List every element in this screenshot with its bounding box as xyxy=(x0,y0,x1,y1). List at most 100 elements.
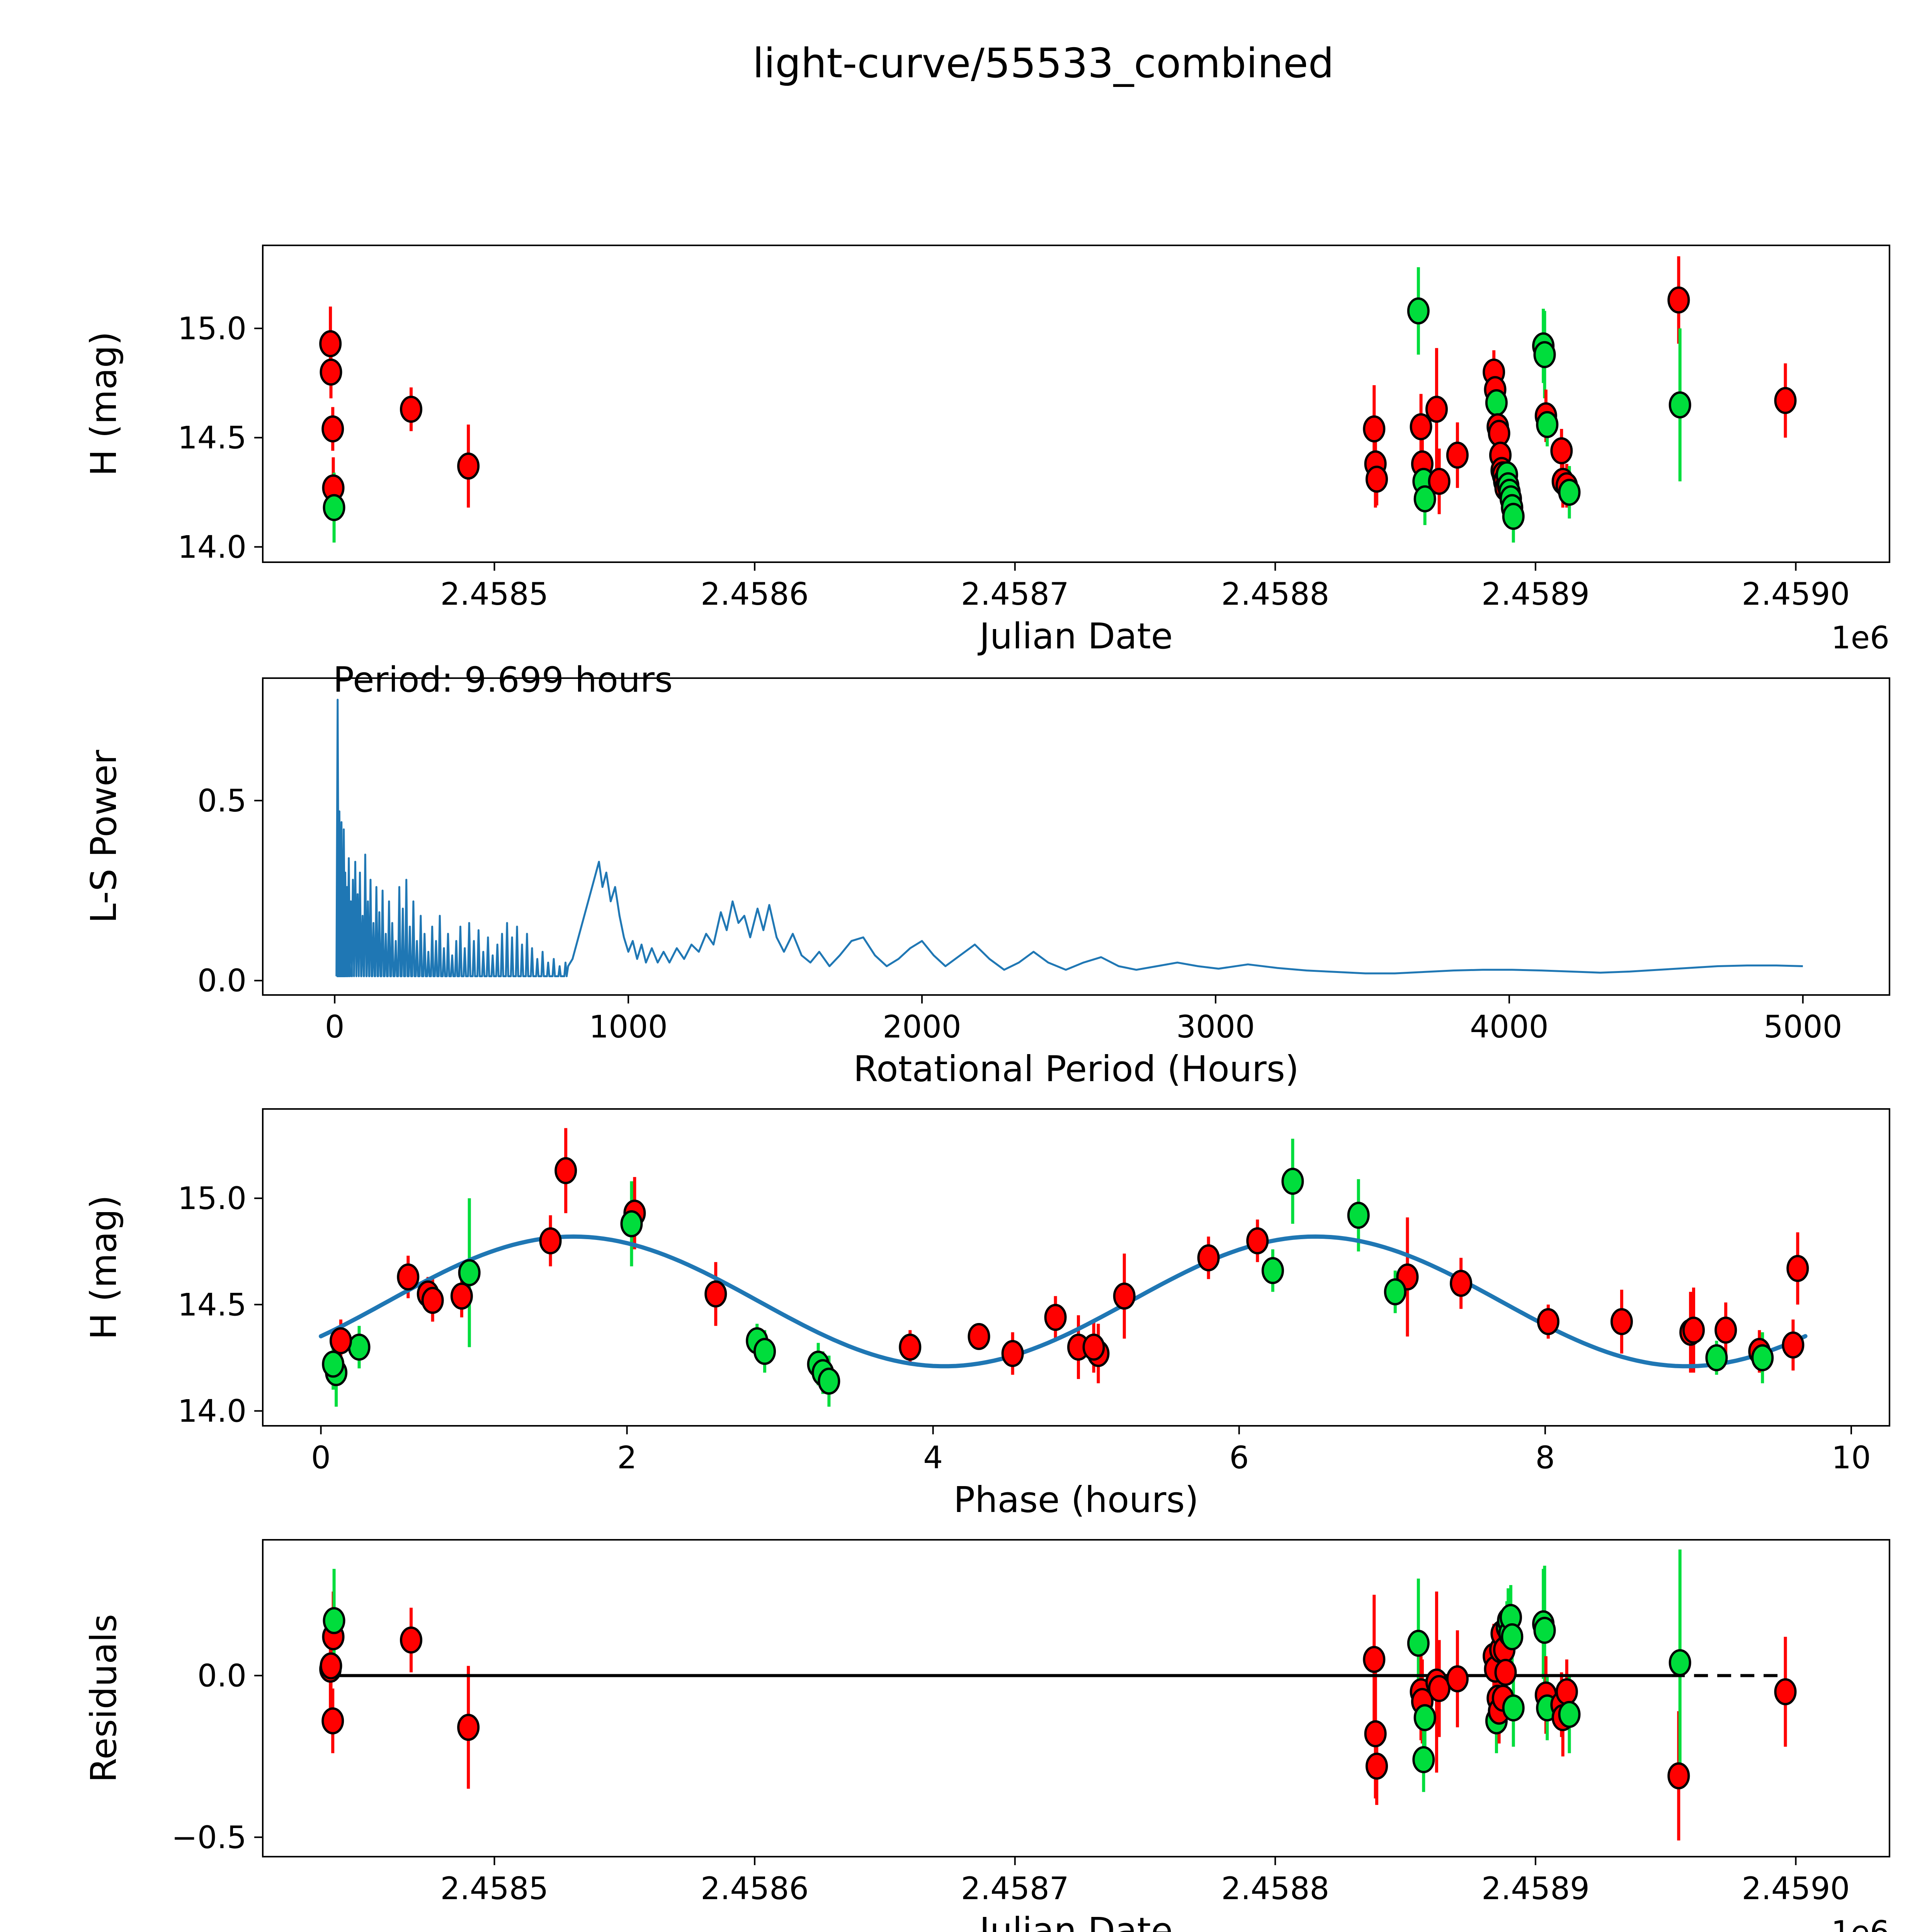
data-point-red xyxy=(319,330,342,357)
panel-residuals: 2.4585 2.4586 2.4587 2.4588 2.4589 2.4590 −0.5… xyxy=(172,1539,1890,1906)
data-point-red xyxy=(899,1333,922,1361)
data-point-red xyxy=(1450,1270,1473,1297)
data-point-red xyxy=(968,1323,990,1350)
axes-frame xyxy=(262,1539,1890,1857)
data-point-green xyxy=(1501,1623,1524,1651)
data-point-green xyxy=(1536,411,1559,438)
data-point-green xyxy=(818,1367,840,1395)
data-point-red xyxy=(1774,387,1797,414)
data-point-green xyxy=(1533,341,1556,368)
marker-group xyxy=(319,1604,1797,1789)
data-point-green xyxy=(1668,391,1691,418)
panel2-ylabel: L-S Power xyxy=(83,750,124,923)
data-point-red xyxy=(1425,396,1448,423)
x-tick-label: 2.4587 xyxy=(961,576,1069,612)
data-point-red xyxy=(1082,1333,1105,1361)
y-tick-label: 14.0 xyxy=(178,529,247,565)
panel-jd-lightcurve: 2.4585 2.4586 2.4587 2.4588 2.4589 2.4590 14.0… xyxy=(178,245,1890,612)
data-point-green xyxy=(322,1350,345,1378)
x-tick-label: 5000 xyxy=(1764,1009,1842,1045)
y-tick-label: 0.0 xyxy=(197,1658,247,1694)
data-point-red xyxy=(1714,1316,1737,1344)
x-tick-label: 2000 xyxy=(883,1009,961,1045)
data-point-red xyxy=(1428,1675,1451,1702)
data-point-red xyxy=(1113,1282,1136,1310)
x-tick-label: 2.4588 xyxy=(1221,1871,1329,1906)
panel4-x-offset-1e6: 1e6 xyxy=(1831,1914,1889,1932)
data-point-green xyxy=(458,1259,481,1286)
x-tick-label: 2.4589 xyxy=(1481,576,1590,612)
data-point-green xyxy=(1558,1701,1581,1728)
data-point-red xyxy=(1446,1665,1469,1692)
data-point-red xyxy=(1667,1762,1690,1789)
data-point-red xyxy=(1364,1720,1387,1748)
data-point-green xyxy=(1413,485,1436,512)
data-point-red xyxy=(421,1287,444,1314)
x-tick-label: 3000 xyxy=(1176,1009,1255,1045)
x-tick-label: 1000 xyxy=(589,1009,668,1045)
x-tick-label: 0 xyxy=(325,1009,345,1045)
data-point-red xyxy=(321,415,344,443)
x-tick-label: 0 xyxy=(311,1440,331,1476)
y-tick-label: 14.5 xyxy=(178,1287,247,1323)
x-tick-label: 6 xyxy=(1229,1440,1249,1476)
data-point-red xyxy=(1550,437,1573,464)
data-point-red xyxy=(1494,1659,1517,1686)
data-point-green xyxy=(753,1338,776,1365)
data-point-green xyxy=(1407,1629,1430,1657)
data-point-green xyxy=(1347,1202,1370,1229)
y-tick-label: 0.5 xyxy=(197,783,247,819)
best-period-annotation: Period: 9.699 hours xyxy=(333,660,673,700)
data-point-red xyxy=(1667,286,1690,314)
data-point-green xyxy=(1413,1704,1436,1731)
data-point-red xyxy=(1363,415,1386,443)
data-point-red xyxy=(1197,1244,1220,1272)
data-point-red xyxy=(457,452,480,480)
sinusoid-fit-curve xyxy=(319,1234,1808,1369)
x-tick-label: 2.4587 xyxy=(961,1871,1069,1906)
data-point-green xyxy=(1281,1168,1304,1195)
data-point-red xyxy=(1428,468,1451,495)
y-tick-label: 14.5 xyxy=(178,420,247,456)
data-point-red xyxy=(400,1626,422,1654)
tick-group: 2.4585 2.4586 2.4587 2.4588 2.4589 2.4590 14.0… xyxy=(178,311,1850,612)
data-point-red xyxy=(320,1652,342,1680)
panel1-ylabel: H (mag) xyxy=(83,332,124,476)
panel3-ylabel: H (mag) xyxy=(83,1195,124,1340)
data-point-red xyxy=(321,1707,344,1735)
data-point-red xyxy=(554,1157,577,1184)
axes-frame xyxy=(262,245,1890,563)
data-point-red xyxy=(397,1263,420,1291)
data-point-green xyxy=(1502,1694,1525,1722)
data-point-red xyxy=(1366,466,1388,493)
data-point-red xyxy=(1044,1304,1067,1331)
data-point-green xyxy=(1485,389,1508,417)
data-point-green xyxy=(323,1607,345,1634)
panel1-xlabel: Julian Date xyxy=(978,616,1173,657)
data-point-red xyxy=(1610,1308,1633,1335)
data-point-green xyxy=(1533,1617,1556,1644)
data-point-red xyxy=(1363,1646,1386,1673)
data-point-green xyxy=(348,1333,371,1361)
panel3-xlabel: Phase (hours) xyxy=(954,1479,1199,1520)
panel4-xlabel: Julian Date xyxy=(978,1910,1173,1932)
x-tick-label: 2.4585 xyxy=(440,576,549,612)
data-point-green xyxy=(1412,1746,1435,1773)
data-point-green xyxy=(1558,479,1581,506)
data-point-red xyxy=(1682,1316,1705,1344)
data-point-red xyxy=(1246,1227,1269,1255)
data-point-green xyxy=(1407,297,1430,325)
tick-group: 0 1000 2000 3000 4000 5000 0.0 0.5 xyxy=(197,783,1842,1045)
marker-group xyxy=(319,286,1797,530)
y-tick-label: 14.0 xyxy=(178,1393,247,1429)
panel4-ylabel: Residuals xyxy=(83,1614,124,1782)
data-point-red xyxy=(704,1280,727,1308)
tick-group: 0 2 4 6 8 10 14.0 14.5 15.0 xyxy=(178,1180,1871,1476)
data-point-red xyxy=(1366,1752,1388,1780)
data-point-red xyxy=(320,359,342,386)
periodogram-curve xyxy=(335,699,1803,977)
data-point-red xyxy=(1446,441,1469,469)
tick-group: 2.4585 2.4586 2.4587 2.4588 2.4589 2.4590 −0.5… xyxy=(172,1658,1850,1906)
